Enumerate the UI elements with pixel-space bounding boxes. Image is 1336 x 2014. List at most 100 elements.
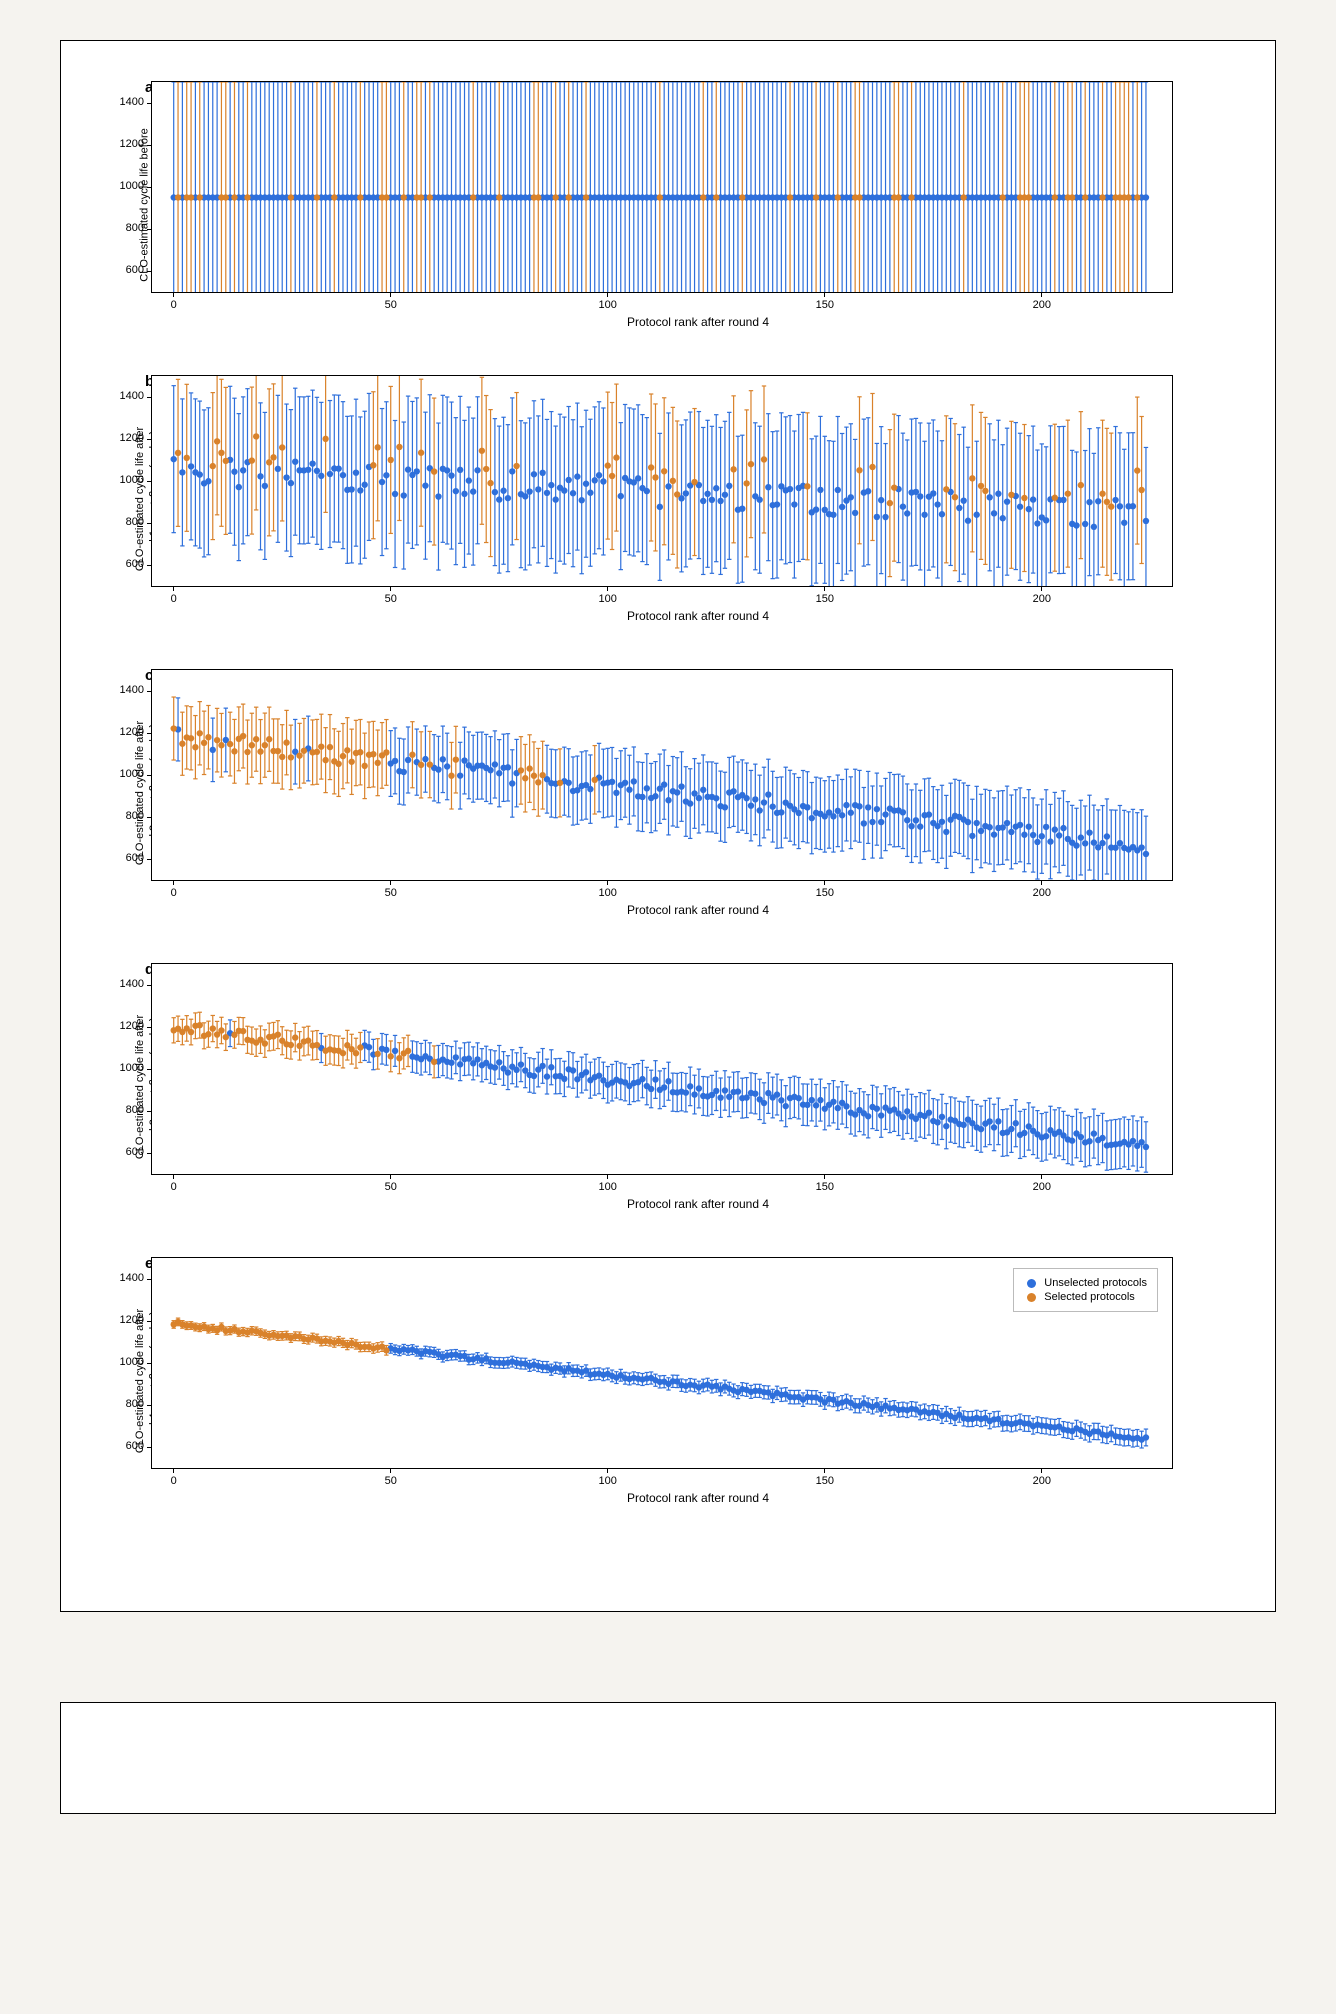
x-tick xyxy=(390,1174,391,1179)
y-tick xyxy=(147,859,152,860)
x-tick xyxy=(824,1174,825,1179)
plot-frame: 600800100012001400050100150200 xyxy=(151,963,1173,1175)
page: aCLO-estimated cycle life beforeround 1,… xyxy=(0,0,1336,2014)
x-tick xyxy=(1041,1174,1042,1179)
x-tick-label: 100 xyxy=(588,887,628,899)
x-tick xyxy=(1041,586,1042,591)
x-tick xyxy=(1041,880,1042,885)
x-tick-label: 200 xyxy=(1022,1181,1062,1193)
y-tick xyxy=(147,817,152,818)
x-tick-label: 150 xyxy=(805,1181,845,1193)
y-tick xyxy=(147,1363,152,1364)
x-tick xyxy=(607,880,608,885)
x-axis-label: Protocol rank after round 4 xyxy=(151,609,1245,623)
x-tick-label: 0 xyxy=(154,299,194,311)
x-tick-label: 100 xyxy=(588,1475,628,1487)
y-tick-label: 600 xyxy=(104,852,144,864)
plot-frame: 600800100012001400050100150200 xyxy=(151,669,1173,881)
y-tick-label: 600 xyxy=(104,1440,144,1452)
y-tick xyxy=(147,1279,152,1280)
x-tick xyxy=(1041,1468,1042,1473)
x-tick-label: 200 xyxy=(1022,299,1062,311)
y-tick xyxy=(147,1153,152,1154)
x-tick xyxy=(824,586,825,591)
y-tick-label: 800 xyxy=(104,1398,144,1410)
y-tick-label: 800 xyxy=(104,516,144,528)
x-tick-label: 50 xyxy=(371,1181,411,1193)
x-axis-label: Protocol rank after round 4 xyxy=(151,1491,1245,1505)
y-tick-label: 800 xyxy=(104,222,144,234)
y-tick xyxy=(147,985,152,986)
x-tick xyxy=(1041,292,1042,297)
x-axis-label: Protocol rank after round 4 xyxy=(151,1197,1245,1211)
legend-item: Unselected protocols xyxy=(1024,1277,1147,1289)
y-tick-label: 1000 xyxy=(104,1356,144,1368)
legend: Unselected protocols Selected protocols xyxy=(1013,1268,1158,1312)
y-tick xyxy=(147,229,152,230)
y-tick-label: 1000 xyxy=(104,474,144,486)
x-tick-label: 50 xyxy=(371,593,411,605)
x-tick xyxy=(824,292,825,297)
x-tick xyxy=(173,292,174,297)
x-tick-label: 200 xyxy=(1022,1475,1062,1487)
x-tick xyxy=(173,1468,174,1473)
x-axis-label: Protocol rank after round 4 xyxy=(151,315,1245,329)
x-tick-label: 100 xyxy=(588,299,628,311)
x-tick xyxy=(390,880,391,885)
x-tick xyxy=(390,292,391,297)
x-tick xyxy=(824,880,825,885)
y-tick-label: 600 xyxy=(104,264,144,276)
y-tick xyxy=(147,565,152,566)
x-tick xyxy=(607,1174,608,1179)
panel-e: eCLO-estimated cycle life afterround 4, … xyxy=(151,1257,1245,1505)
y-tick xyxy=(147,1027,152,1028)
panel-b: bCLO-estimated cycle life afterround 1, … xyxy=(151,375,1245,623)
y-tick xyxy=(147,103,152,104)
x-tick xyxy=(390,586,391,591)
y-tick-label: 1400 xyxy=(104,684,144,696)
x-tick-label: 200 xyxy=(1022,887,1062,899)
panel-d: dCLO-estimated cycle life afterround 3, … xyxy=(151,963,1245,1211)
y-tick xyxy=(147,523,152,524)
chart-svg xyxy=(152,964,1172,1174)
legend-item: Selected protocols xyxy=(1024,1291,1147,1303)
y-tick xyxy=(147,775,152,776)
x-tick xyxy=(607,1468,608,1473)
y-tick-label: 800 xyxy=(104,1104,144,1116)
panel-a: aCLO-estimated cycle life beforeround 1,… xyxy=(151,81,1245,329)
y-axis-label-line1: CLO-estimated cycle life after xyxy=(133,427,147,571)
y-axis-label-line1: CLO-estimated cycle life after xyxy=(133,1015,147,1159)
y-tick xyxy=(147,397,152,398)
x-tick xyxy=(607,292,608,297)
y-tick-label: 600 xyxy=(104,1146,144,1158)
y-tick-label: 1400 xyxy=(104,390,144,402)
x-tick-label: 50 xyxy=(371,887,411,899)
y-tick-label: 1400 xyxy=(104,1272,144,1284)
x-tick-label: 150 xyxy=(805,593,845,605)
x-tick xyxy=(173,586,174,591)
y-axis-label-line1: CLO-estimated cycle life before xyxy=(137,128,151,281)
y-tick-label: 1000 xyxy=(104,180,144,192)
chart-svg xyxy=(152,670,1172,880)
y-tick-label: 600 xyxy=(104,558,144,570)
x-tick xyxy=(173,880,174,885)
chart-svg xyxy=(152,82,1172,292)
legend-dot xyxy=(1028,1280,1035,1287)
x-tick-label: 100 xyxy=(588,1181,628,1193)
y-tick-label: 1200 xyxy=(104,432,144,444)
legend-dot xyxy=(1028,1294,1035,1301)
y-tick-label: 1000 xyxy=(104,1062,144,1074)
y-tick-label: 1000 xyxy=(104,768,144,780)
y-tick xyxy=(147,1111,152,1112)
y-tick xyxy=(147,1405,152,1406)
legend-swatch xyxy=(1024,1278,1038,1288)
x-tick-label: 50 xyxy=(371,1475,411,1487)
x-tick-label: 150 xyxy=(805,299,845,311)
legend-swatch xyxy=(1024,1292,1038,1302)
y-tick-label: 1200 xyxy=(104,1314,144,1326)
x-tick xyxy=(824,1468,825,1473)
x-axis-label: Protocol rank after round 4 xyxy=(151,903,1245,917)
y-tick-label: 1200 xyxy=(104,138,144,150)
y-tick-label: 800 xyxy=(104,810,144,822)
x-tick-label: 150 xyxy=(805,1475,845,1487)
